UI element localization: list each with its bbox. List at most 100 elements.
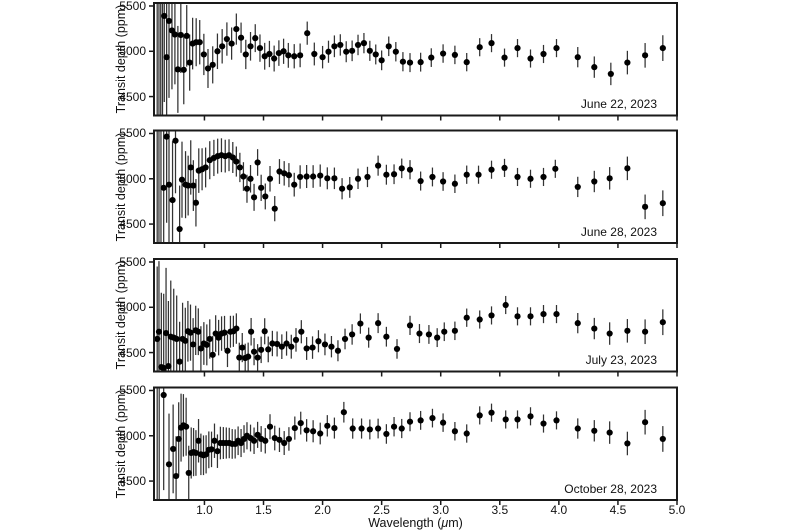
data-point bbox=[659, 319, 666, 326]
data-point bbox=[642, 52, 649, 59]
y-tick-label: 4500 bbox=[119, 217, 146, 232]
data-point bbox=[488, 312, 495, 319]
data-point bbox=[383, 171, 390, 178]
data-point bbox=[172, 472, 180, 480]
x-tick-label: 3.5 bbox=[491, 503, 509, 517]
data-point bbox=[331, 175, 338, 182]
data-point bbox=[165, 461, 173, 468]
data-point bbox=[187, 164, 194, 171]
data-point bbox=[237, 34, 245, 41]
data-point bbox=[349, 425, 356, 432]
data-point bbox=[502, 416, 509, 423]
x-tick-label: 2.5 bbox=[373, 503, 390, 517]
data-point bbox=[488, 409, 495, 416]
data-point bbox=[451, 51, 458, 59]
data-point bbox=[266, 423, 274, 430]
y-tick-label: 4500 bbox=[119, 474, 146, 489]
data-point bbox=[357, 320, 364, 327]
data-point bbox=[398, 165, 405, 172]
data-point bbox=[372, 51, 379, 58]
data-point bbox=[243, 185, 251, 192]
data-point bbox=[209, 61, 216, 68]
data-point bbox=[155, 328, 163, 335]
data-point bbox=[385, 43, 392, 50]
data-point bbox=[197, 345, 205, 352]
data-point bbox=[311, 50, 318, 58]
data-point bbox=[375, 425, 382, 432]
data-point bbox=[463, 171, 470, 178]
x-tick-label: 1.5 bbox=[255, 503, 272, 517]
data-point bbox=[196, 39, 203, 46]
data-point bbox=[190, 341, 197, 348]
data-point bbox=[206, 335, 213, 343]
x-tick-label: 5.0 bbox=[668, 503, 686, 517]
data-point bbox=[211, 437, 218, 444]
data-point bbox=[303, 427, 310, 434]
data-point bbox=[406, 166, 414, 173]
data-point bbox=[476, 316, 483, 323]
data-point bbox=[245, 353, 252, 360]
data-point bbox=[366, 426, 373, 433]
y-tick-label: 5000 bbox=[119, 44, 146, 59]
data-point bbox=[439, 178, 447, 185]
data-point bbox=[250, 194, 258, 201]
data-point bbox=[417, 417, 424, 424]
data-point bbox=[642, 328, 649, 335]
data-point bbox=[574, 425, 581, 432]
data-point bbox=[247, 43, 254, 50]
data-point bbox=[183, 32, 190, 39]
data-point bbox=[192, 449, 200, 457]
data-point bbox=[319, 54, 326, 61]
data-point bbox=[502, 301, 509, 309]
panel-frame bbox=[153, 2, 678, 117]
data-point bbox=[280, 48, 287, 55]
x-tick-label: 4.5 bbox=[609, 503, 627, 517]
data-point bbox=[228, 40, 235, 47]
panel-data-group bbox=[154, 261, 666, 372]
y-tick-label: 5500 bbox=[119, 254, 146, 269]
y-tick-label: 5500 bbox=[119, 0, 146, 13]
data-point bbox=[429, 415, 436, 422]
data-point bbox=[165, 17, 173, 25]
x-axis-title-unit: m) bbox=[448, 516, 463, 530]
data-point bbox=[292, 336, 300, 343]
data-point bbox=[488, 166, 495, 173]
data-point bbox=[383, 430, 390, 438]
data-point bbox=[540, 310, 547, 318]
data-point bbox=[200, 51, 207, 58]
panel-data-group bbox=[156, 3, 666, 116]
data-point bbox=[366, 47, 373, 54]
data-point bbox=[338, 185, 346, 192]
data-point bbox=[283, 340, 290, 347]
data-point bbox=[358, 425, 365, 432]
data-point bbox=[417, 59, 424, 66]
data-point bbox=[262, 193, 269, 200]
data-point bbox=[451, 327, 458, 334]
x-tick-label: 4.0 bbox=[550, 503, 568, 517]
data-point bbox=[298, 328, 305, 335]
data-point bbox=[399, 58, 407, 65]
data-point bbox=[258, 346, 265, 353]
y-tick-label: 5500 bbox=[119, 383, 146, 398]
data-point bbox=[178, 176, 186, 183]
x-axis-title-text: Wavelength ( bbox=[368, 516, 442, 530]
panel-frame bbox=[153, 386, 678, 501]
data-point bbox=[659, 45, 666, 52]
data-point bbox=[297, 173, 304, 181]
panel-data-group bbox=[156, 387, 666, 500]
data-point bbox=[204, 65, 212, 72]
data-point bbox=[266, 175, 274, 182]
data-point bbox=[501, 54, 508, 61]
data-point bbox=[624, 59, 631, 66]
date-annotation-panel-1: June 22, 2023 bbox=[580, 97, 657, 111]
data-point bbox=[172, 137, 179, 144]
data-point bbox=[417, 177, 424, 185]
data-point bbox=[202, 451, 210, 458]
data-point bbox=[291, 181, 298, 188]
data-point bbox=[310, 173, 317, 180]
data-point bbox=[428, 54, 435, 61]
data-point bbox=[365, 334, 372, 341]
data-point bbox=[281, 439, 288, 447]
data-point bbox=[642, 203, 649, 210]
data-point bbox=[406, 418, 414, 425]
